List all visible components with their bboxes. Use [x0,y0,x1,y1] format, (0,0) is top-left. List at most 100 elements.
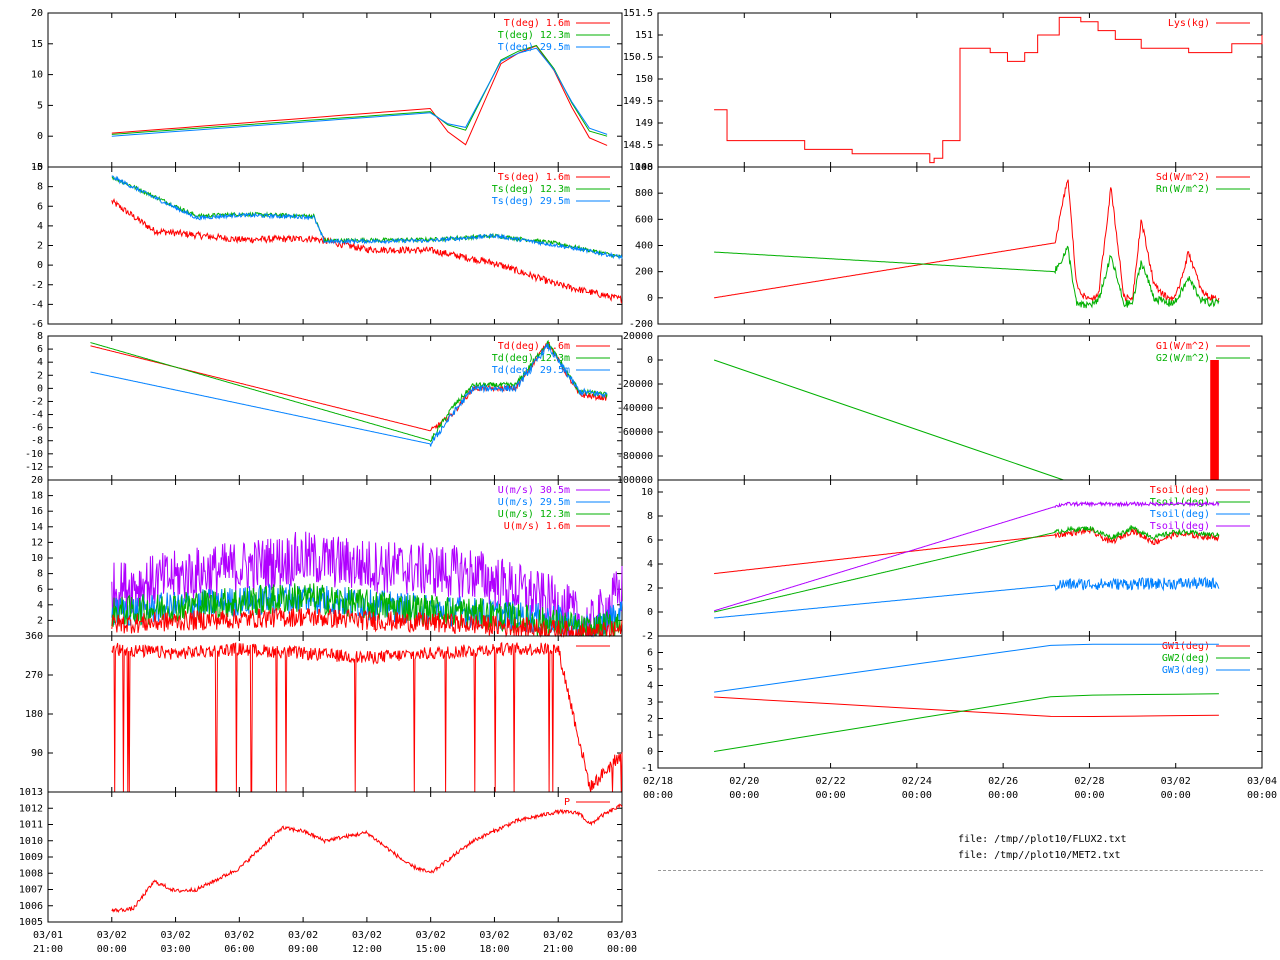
y-tick-label: 4 [647,681,653,692]
y-tick-label: 4 [647,559,653,570]
series-line [714,526,1220,575]
y-tick-label: 151.5 [623,8,653,19]
y-tick-label: -1 [641,763,653,774]
legend-label: Sd(W/m^2) [1156,172,1210,183]
y-tick-label: 10 [31,162,43,173]
y-tick-label: 8 [37,569,43,580]
y-tick-label: -4 [31,299,43,310]
y-tick-label: 6 [37,201,43,212]
legend-label: Td(deg) 1.6m [498,341,570,352]
legend-label: U(m/s) 30.5m [498,485,570,496]
plot-frame [47,791,623,923]
y-tick-label: 400 [635,241,653,252]
x-tick-label: 00:00 [902,790,932,801]
y-tick-label: 1 [647,730,653,741]
legend-label: T(deg) 29.5m [498,42,570,53]
series-line [111,803,623,914]
x-tick-label: 03/02 [288,930,318,941]
x-tick-label: 00:00 [1161,790,1191,801]
x-tick-label: 03/02 [97,930,127,941]
y-tick-label: 6 [647,535,653,546]
y-tick-label: 149 [635,118,653,129]
x-tick-label: 02/24 [902,776,932,787]
plot-frame [47,635,623,793]
y-tick-label: 2 [37,370,43,381]
legend-label: G2(W/m^2) [1156,353,1210,364]
y-tick-label: 1010 [19,836,43,847]
legend-label: P [564,797,570,808]
series-line [111,531,623,637]
panel-right-3: -100000 -80000 -60000 -40000 -20000 0 20000 G1(… [611,331,1263,486]
y-tick-label: 8 [37,182,43,193]
legend-label: Rn(W/m^2) [1156,184,1210,195]
series-line [714,693,1219,752]
x-tick-label: 06:00 [224,944,254,955]
legend-label: GW2(deg) [1162,653,1210,664]
y-tick-label: 4 [37,600,43,611]
series-line [713,359,1064,481]
legend-label: Tsoil(deg) [1150,485,1210,496]
x-tick-label: 03/02 [479,930,509,941]
y-tick-label: 149.5 [623,96,653,107]
series-line [90,343,608,447]
x-tick-label: 00:00 [97,944,127,955]
series-line [714,179,1220,303]
legend-label: Tsoil(deg) [1150,509,1210,520]
y-tick-label: 18 [31,491,43,502]
y-tick-label: -5 [31,162,43,173]
series-line [714,696,1219,718]
y-tick-label: 0 [647,607,653,618]
x-tick-label: 03/02 [224,930,254,941]
y-tick-label: 20 [31,475,43,486]
y-tick-label: -40000 [617,403,653,414]
y-tick-label: 5 [37,100,43,111]
y-tick-label: -10 [25,449,43,460]
y-tick-label: -6 [31,319,43,330]
panel-right-5: -1 0 1 2 3 4 5 6 GW1(deg)GW2(deg)GW3(deg) [641,635,1263,774]
legend-label: Ts(deg) 29.5m [492,196,570,207]
series-line [111,176,623,259]
y-tick-label: 151 [635,30,653,41]
y-tick-label: 20000 [623,331,653,342]
panel-left-6: 1005 1006 1007 1008 1009 1010 1011 1012 1013 P [19,787,623,928]
y-tick-label: 1000 [629,162,653,173]
y-tick-label: 10 [31,553,43,564]
y-tick-label: -100000 [611,475,653,486]
y-tick-label: -200 [629,319,653,330]
legend-label: Td(deg) 12.3m [492,353,570,364]
y-tick-label: -2 [641,631,653,642]
panel-left-4: 2 4 6 8 10 12 14 16 18 20 U(m/s) 30.5mU(m/s) 29.5m… [31,475,623,638]
y-tick-label: 15 [31,39,43,50]
y-tick-label: 20 [31,8,43,19]
x-tick-label: 00:00 [643,790,673,801]
series-line [90,339,608,443]
x-tick-label: 03/02 [352,930,382,941]
y-tick-label: 6 [647,648,653,659]
y-tick-label: 2 [647,714,653,725]
x-tick-label: 03/02 [416,930,446,941]
legend-label: Tsoil(deg) [1150,497,1210,508]
x-tick-label: 12:00 [352,944,382,955]
legend-label: Td(deg) 29.5m [492,365,570,376]
y-tick-label: 150 [635,74,653,85]
y-tick-label: 4 [37,221,43,232]
y-tick-label: 2 [37,241,43,252]
y-tick-label: 5 [647,664,653,675]
legend-label: T(deg) 1.6m [504,18,570,29]
y-tick-label: 1007 [19,885,43,896]
series-line [714,643,1219,693]
y-tick-label: 1008 [19,868,43,879]
x-tick-label: 21:00 [543,944,573,955]
y-tick-label: 1012 [19,803,43,814]
x-tick-label: 03/03 [607,930,637,941]
x-tick-label: 00:00 [988,790,1018,801]
series-line [111,197,623,304]
series-line [714,576,1220,619]
y-tick-label: 360 [25,631,43,642]
y-tick-label: -20000 [617,379,653,390]
y-tick-label: 1011 [19,820,43,831]
series-line [713,524,1220,613]
legend-label: Ts(deg) 12.3m [492,184,570,195]
